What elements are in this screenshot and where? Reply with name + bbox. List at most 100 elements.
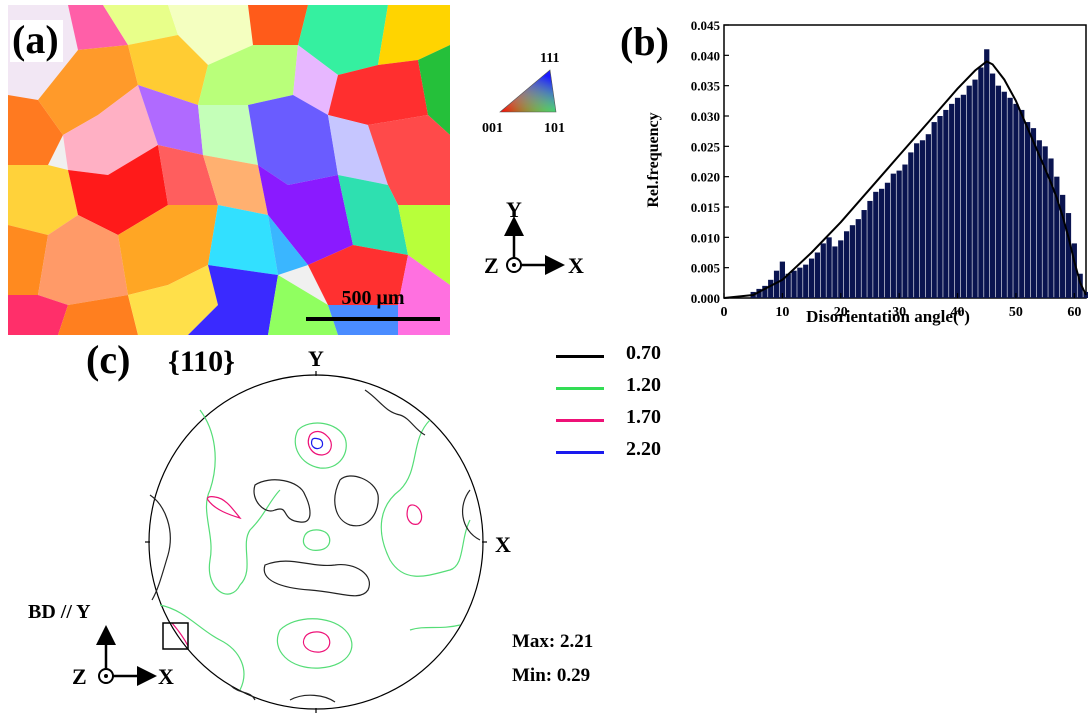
histogram-bar bbox=[797, 267, 803, 298]
x-tick-label: 20 bbox=[834, 305, 848, 320]
scale-bar-line bbox=[306, 317, 440, 321]
legend-value: 2.20 bbox=[626, 438, 661, 460]
histogram-bar bbox=[890, 173, 896, 298]
legend-item: 1.20 bbox=[556, 372, 696, 402]
legend-value: 1.70 bbox=[626, 406, 661, 428]
scale-bar-text: 500 μm bbox=[341, 287, 405, 309]
y-tick-label: 0.035 bbox=[691, 79, 721, 94]
bd-label: BD // Y bbox=[28, 601, 91, 623]
histogram-bar bbox=[832, 246, 838, 298]
contour-0-70 bbox=[253, 479, 311, 523]
histogram-bar bbox=[896, 170, 902, 298]
legend-value: 1.20 bbox=[626, 374, 661, 396]
x-tick-label: 0 bbox=[721, 305, 728, 320]
x-tick-label: 50 bbox=[1009, 305, 1023, 320]
fit-curve bbox=[723, 60, 1087, 299]
ipf-label-001: 001 bbox=[482, 121, 503, 136]
histogram-bar bbox=[1071, 243, 1077, 298]
axis-x-label: X bbox=[568, 253, 584, 278]
disorientation-histogram: 0 10 20 30 40 50 60 0.000 0.005 0.010 0.015 0.020 0.… bbox=[645, 18, 1088, 326]
pole-circle bbox=[148, 374, 484, 710]
contour-0-70 bbox=[462, 489, 481, 541]
y-tick-label: 0.000 bbox=[691, 291, 720, 306]
histogram-bar bbox=[861, 210, 867, 298]
histogram-bar bbox=[943, 109, 949, 298]
histogram-bar bbox=[762, 285, 768, 298]
histogram-bar bbox=[1001, 91, 1007, 298]
histogram-bar bbox=[960, 94, 967, 299]
histogram-bar bbox=[838, 240, 844, 298]
contour-1-70 bbox=[206, 496, 242, 520]
histogram-bar bbox=[1077, 273, 1083, 298]
highlight-square bbox=[162, 622, 189, 650]
contour-0-70 bbox=[364, 389, 426, 436]
histogram-bar bbox=[756, 288, 762, 298]
histogram-bar bbox=[989, 73, 996, 299]
legend-line bbox=[556, 451, 604, 454]
histogram-bar bbox=[1065, 213, 1072, 298]
y-tick-label: 0.040 bbox=[691, 48, 720, 63]
y-tick-label: 0.020 bbox=[691, 170, 720, 185]
histogram-bar bbox=[849, 225, 856, 298]
histogram-bar bbox=[995, 85, 1002, 299]
histogram-bar bbox=[931, 122, 937, 298]
axis-y-label: Y bbox=[506, 197, 522, 222]
pole-y-label: Y bbox=[308, 346, 324, 371]
histogram-bar bbox=[902, 164, 908, 298]
histogram-bar bbox=[826, 237, 832, 298]
axis-x-label: X bbox=[158, 664, 174, 689]
ipf-label-111: 111 bbox=[540, 51, 559, 66]
contour-1-20 bbox=[294, 422, 347, 469]
contour-1-70 bbox=[307, 430, 332, 456]
y-tick-label: 0.010 bbox=[691, 230, 720, 245]
max-value: Max: 2.21 bbox=[512, 631, 594, 652]
contour-1-20 bbox=[159, 604, 245, 691]
panel-b-label: (b) bbox=[620, 19, 669, 64]
histogram-bar bbox=[820, 243, 826, 298]
legend-item: 2.20 bbox=[556, 436, 696, 466]
histogram-bar bbox=[949, 103, 955, 298]
contour-0-70 bbox=[334, 475, 379, 527]
axis-z-label: Z bbox=[484, 253, 499, 278]
histogram-bar bbox=[768, 279, 774, 298]
x-tick-label: 60 bbox=[1067, 305, 1081, 320]
histogram-bar bbox=[785, 273, 791, 298]
histogram-bar bbox=[814, 252, 821, 298]
contour-1-20 bbox=[380, 419, 471, 577]
x-tick-label: 10 bbox=[775, 305, 789, 320]
pole-x-label: X bbox=[495, 532, 511, 557]
y-tick-label: 0.015 bbox=[691, 200, 721, 215]
histogram-bar bbox=[1054, 176, 1060, 298]
ipf-color-key: 111 001 101 bbox=[482, 51, 565, 136]
histogram-bar bbox=[873, 191, 879, 298]
contour-1-70 bbox=[302, 631, 331, 653]
histogram-bar bbox=[1024, 122, 1031, 298]
histogram-bar bbox=[1036, 140, 1042, 298]
max-min-values: Max: 2.21 Min: 0.29 bbox=[512, 625, 593, 693]
histogram-bar bbox=[972, 79, 978, 298]
contour-0-70 bbox=[289, 694, 336, 703]
contour-1-20 bbox=[276, 618, 353, 669]
min-value: Min: 0.29 bbox=[512, 665, 591, 686]
legend-line bbox=[556, 419, 604, 422]
x-tick-label: 30 bbox=[892, 305, 906, 320]
y-tick-label: 0.045 bbox=[691, 18, 721, 33]
panel-c-label: (c) bbox=[86, 337, 131, 382]
histogram-bar bbox=[984, 49, 990, 299]
y-tick-label: 0.005 bbox=[691, 261, 721, 276]
legend-value: 0.70 bbox=[626, 342, 661, 364]
histogram-bar bbox=[879, 188, 885, 298]
histogram-bar bbox=[1007, 97, 1013, 298]
histogram-bar bbox=[773, 270, 780, 298]
histogram-bar bbox=[791, 270, 797, 298]
histogram-bar bbox=[966, 85, 972, 299]
histogram-bar bbox=[919, 140, 926, 298]
axis-triad-a: Y Z X bbox=[484, 197, 584, 278]
scale-bar: 500 μm bbox=[306, 285, 440, 325]
panel-a-label: (a) bbox=[10, 20, 63, 62]
contour-1-70 bbox=[406, 504, 423, 525]
histogram-bar bbox=[1060, 194, 1066, 298]
contour-2-20 bbox=[310, 437, 324, 450]
contour-1-20 bbox=[199, 409, 281, 595]
contour-1-20 bbox=[409, 624, 461, 631]
